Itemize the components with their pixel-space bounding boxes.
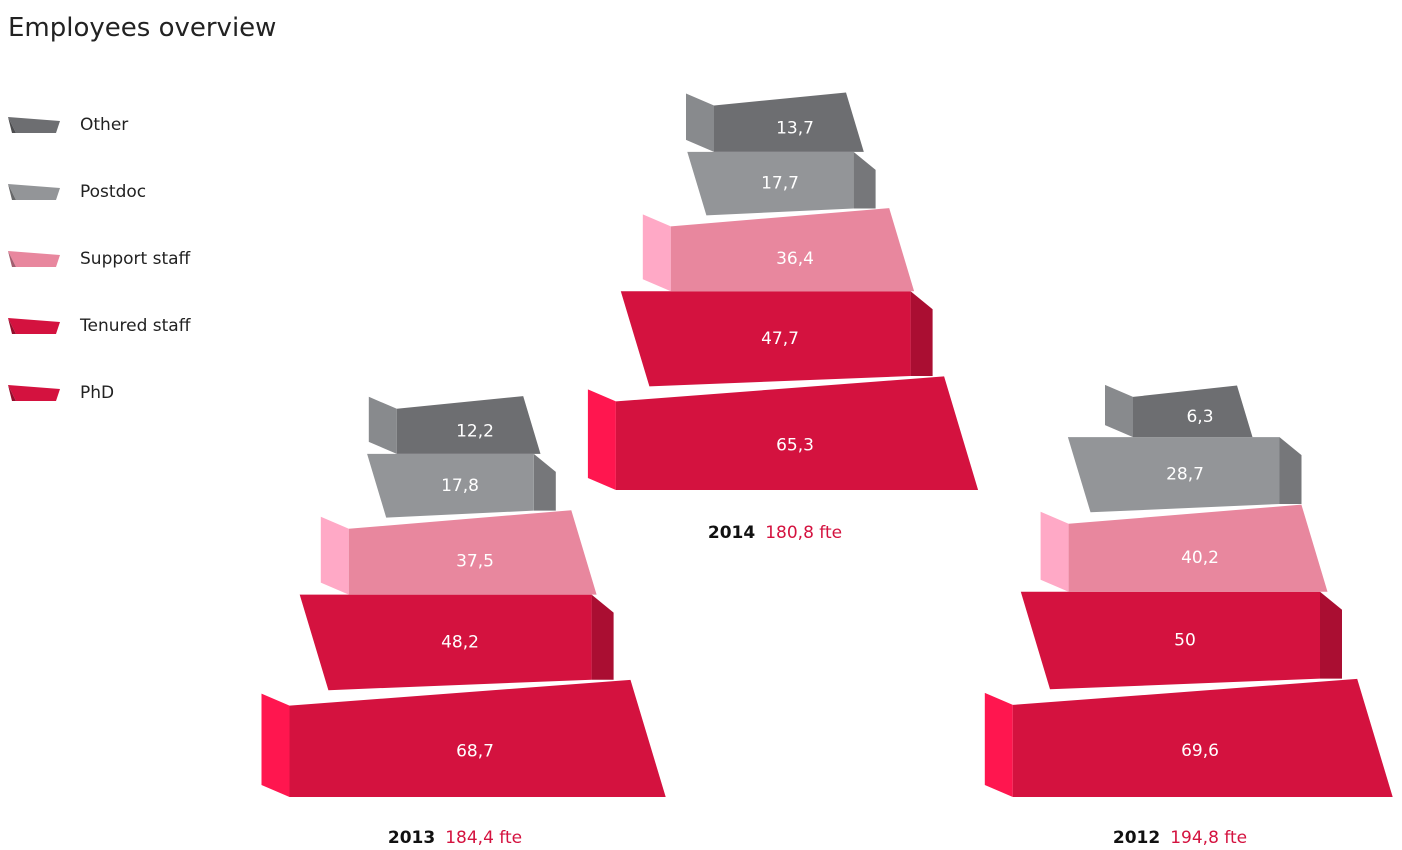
segment [687,151,854,216]
legend-label: PhD [80,383,114,403]
value-label: 65,3 [776,436,814,456]
value-label: 37,5 [456,552,494,572]
total-label: 194,8 fte [1170,828,1247,848]
value-label: 68,7 [456,741,494,761]
value-label: 6,3 [1186,407,1213,427]
segment-side [320,516,349,595]
segment-side [1105,384,1133,438]
value-label: 12,2 [456,421,494,441]
segment [620,291,911,387]
legend-swatch [8,251,60,267]
segment-side [910,291,933,376]
legend-label: Tenured staff [79,316,192,336]
segment [1068,504,1328,592]
value-label: 69,6 [1181,741,1219,761]
category-label: 2014 180,8 fte [708,523,842,543]
legend-label: Other [80,115,128,135]
segment [1012,678,1393,797]
value-label: 36,4 [776,249,814,269]
segment-side [533,453,556,511]
segment-side [1320,591,1342,679]
year-label: 2013 [388,828,435,848]
legend-swatch-side [8,117,16,133]
segment-side [853,151,876,209]
legend-swatch [8,385,60,401]
segment-side [1279,437,1302,504]
legend-swatch-side [8,251,16,267]
legend-swatch [8,318,60,334]
segment [299,594,592,691]
legend-swatch-side [8,385,16,401]
year-label: 2014 [708,523,755,543]
value-label: 13,7 [776,119,814,139]
legend-swatch [8,117,60,133]
value-label: 28,7 [1166,465,1204,485]
chart-title: Employees overview [8,13,276,43]
segment [615,376,979,490]
value-label: 17,8 [441,476,479,496]
legend-swatch [8,184,60,200]
legend-swatch-side [8,318,16,334]
segment [1067,437,1280,513]
segment-side [261,693,290,797]
value-label: 40,2 [1181,548,1219,568]
category-label: 2012 194,8 fte [1113,828,1247,848]
legend-label: Postdoc [80,182,146,202]
value-label: 17,7 [761,174,799,194]
segment [348,510,597,595]
segment-side [686,93,714,152]
segment-side [591,594,614,680]
segment-side [368,396,397,454]
value-label: 48,2 [441,632,479,652]
segment-side [587,389,616,490]
value-label: 50 [1174,631,1196,651]
segment-side [984,692,1013,797]
segment [289,679,666,797]
segment-side [642,214,671,292]
value-label: 47,7 [761,329,799,349]
category-label: 2013 184,4 fte [388,828,522,848]
year-label: 2012 [1113,828,1160,848]
segment-side [1040,511,1069,592]
legend-label: Support staff [80,249,192,269]
total-label: 180,8 fte [765,523,842,543]
segment [396,396,541,454]
segment [1020,591,1320,690]
legend-swatch-side [8,184,16,200]
segment [714,92,864,152]
segment [670,208,915,292]
total-label: 184,4 fte [445,828,522,848]
segment [367,453,534,518]
segment [1133,385,1253,438]
